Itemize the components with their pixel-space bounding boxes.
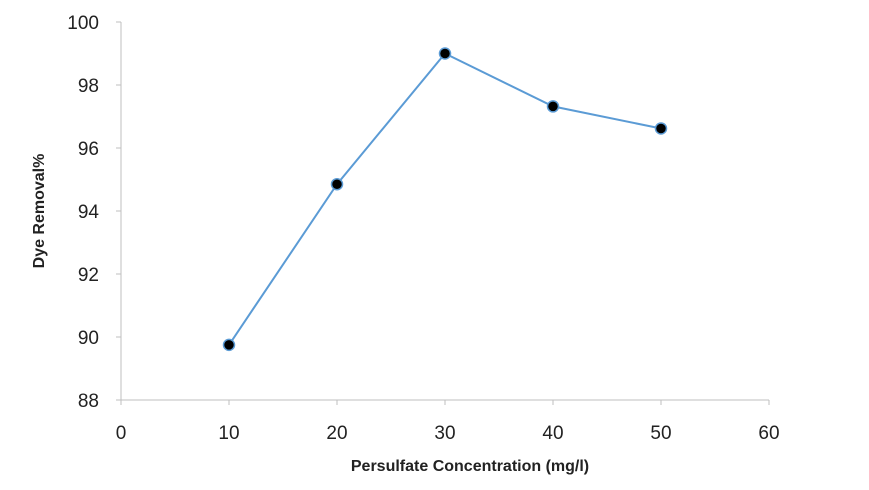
x-tick-label: 50 xyxy=(650,423,671,444)
series-line xyxy=(228,52,662,346)
x-tick-label: 30 xyxy=(434,423,455,444)
y-tick-label: 90 xyxy=(78,328,99,349)
x-tick-label: 20 xyxy=(326,423,347,444)
x-tick-label: 40 xyxy=(542,423,563,444)
data-point xyxy=(222,338,236,352)
series-layer xyxy=(222,47,668,352)
tick-labels: 88 90 92 94 96 98 100 0 10 20 30 40 50 60 xyxy=(67,13,779,444)
data-point xyxy=(654,122,668,135)
data-point xyxy=(546,100,560,113)
y-tick-label: 88 xyxy=(78,391,99,412)
y-tick-label: 100 xyxy=(67,13,99,34)
y-tick-label: 96 xyxy=(78,139,99,160)
x-tick-label: 60 xyxy=(758,423,779,444)
chart-axes xyxy=(116,21,770,405)
y-axis-title: Dye Removal% xyxy=(31,154,48,269)
x-tick-label: 0 xyxy=(116,423,127,444)
data-point xyxy=(438,47,452,60)
data-point xyxy=(330,177,344,191)
x-axis-title: Persulfate Concentration (mg/l) xyxy=(351,458,589,475)
y-tick-label: 92 xyxy=(78,265,99,286)
y-tick-label: 94 xyxy=(78,202,100,223)
x-tick-label: 10 xyxy=(218,423,239,444)
y-tick-label: 98 xyxy=(78,76,99,97)
